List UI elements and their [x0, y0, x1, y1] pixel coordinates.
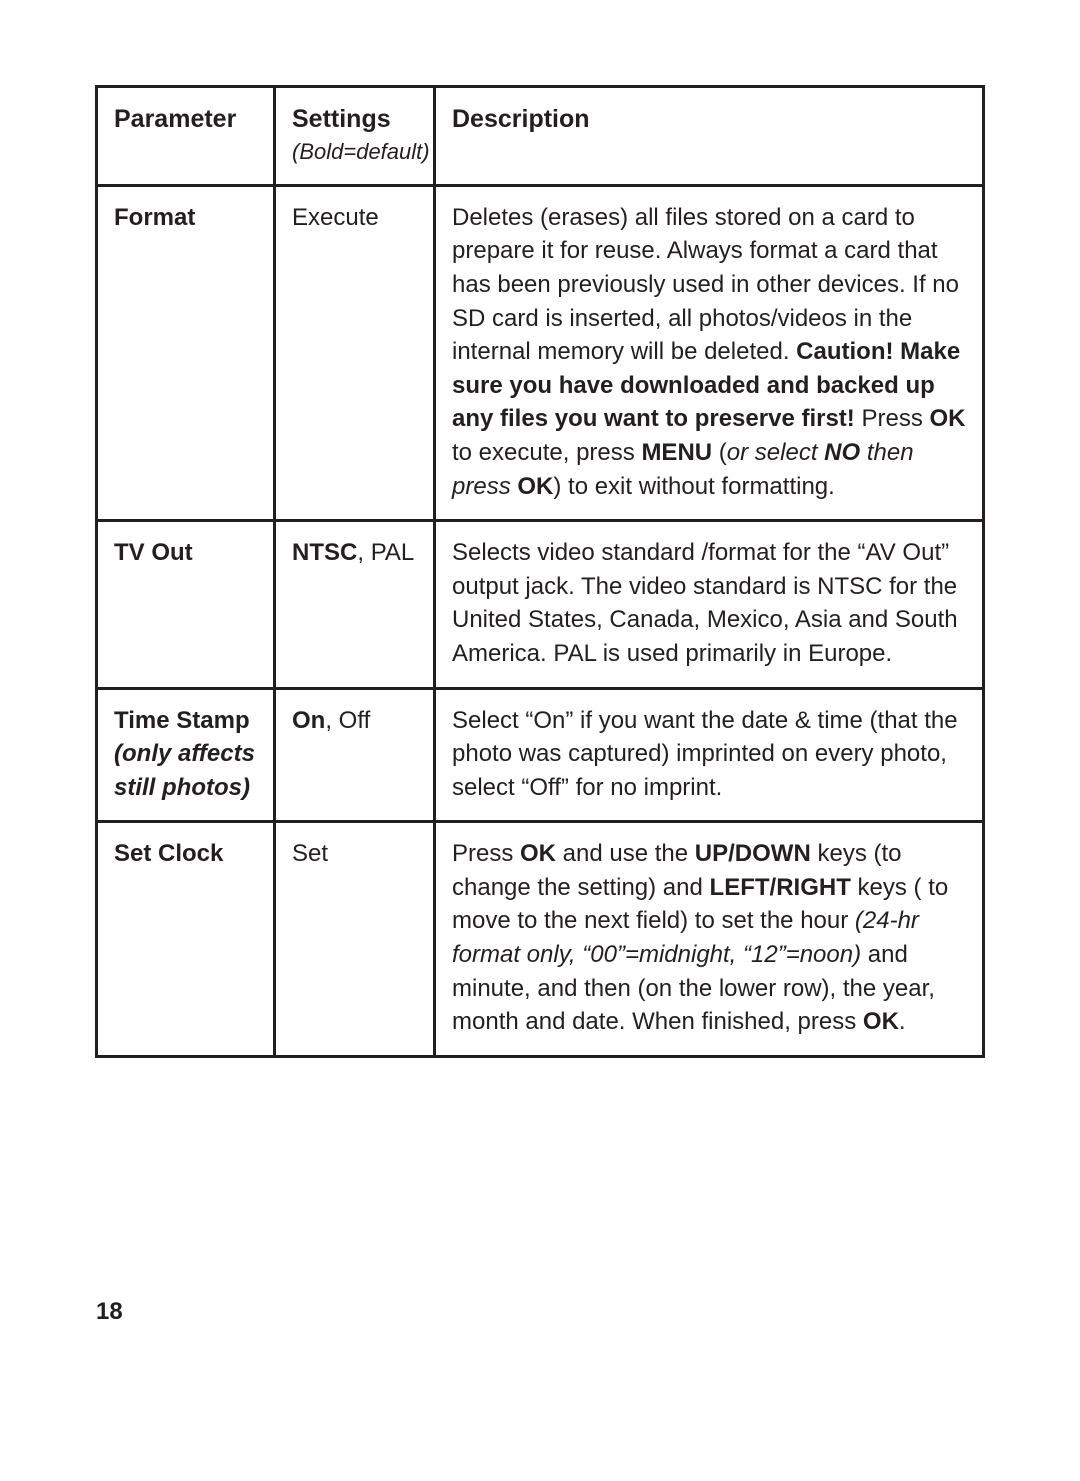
format-ok1: OK	[929, 405, 965, 432]
format-ok2: OK	[517, 473, 553, 500]
settings-setclock: Set	[292, 840, 328, 867]
cell-setclock-settings: Set	[275, 822, 435, 1057]
param-tvout: TV Out	[114, 539, 193, 566]
timestamp-desc: Select “On” if you want the date & time …	[452, 707, 958, 801]
header-settings-note: (Bold=default)	[292, 137, 417, 168]
setclock-d2: and use the	[556, 840, 695, 867]
param-format: Format	[114, 204, 195, 231]
cell-timestamp-param: Time Stamp (only affects still photos)	[97, 688, 275, 822]
settings-tvout-default: NTSC	[292, 539, 357, 566]
cell-format-settings: Execute	[275, 185, 435, 520]
table-header-row: Parameter Settings (Bold=default) Descri…	[97, 87, 984, 186]
param-timestamp-note: (only affects still photos)	[114, 740, 255, 801]
page: Parameter Settings (Bold=default) Descri…	[0, 0, 1080, 1481]
cell-tvout-param: TV Out	[97, 521, 275, 688]
settings-timestamp-default: On	[292, 707, 325, 734]
header-description-text: Description	[452, 105, 590, 133]
tvout-desc: Selects video standard /format for the “…	[452, 539, 958, 667]
cell-setclock-desc: Press OK and use the UP/DOWN keys (to ch…	[435, 822, 984, 1057]
settings-format: Execute	[292, 204, 379, 231]
format-no: NO	[824, 439, 860, 466]
table-row: Time Stamp (only affects still photos) O…	[97, 688, 984, 822]
header-description: Description	[435, 87, 984, 186]
format-d3b: ) to exit without formatting.	[553, 473, 834, 500]
settings-tvout-sep: ,	[357, 539, 370, 566]
cell-timestamp-settings: On, Off	[275, 688, 435, 822]
setclock-updown: UP/DOWN	[695, 840, 811, 867]
setclock-ok2: OK	[863, 1008, 899, 1035]
settings-timestamp-sep: ,	[325, 707, 338, 734]
parameters-table: Parameter Settings (Bold=default) Descri…	[95, 85, 985, 1058]
table-row: TV Out NTSC, PAL Selects video standard …	[97, 521, 984, 688]
format-menu: MENU	[641, 439, 712, 466]
table-row: Set Clock Set Press OK and use the UP/DO…	[97, 822, 984, 1057]
header-parameter: Parameter	[97, 87, 275, 186]
header-settings: Settings (Bold=default)	[275, 87, 435, 186]
format-d3a: (	[712, 439, 727, 466]
settings-timestamp-other: Off	[339, 707, 371, 734]
header-parameter-text: Parameter	[114, 105, 236, 133]
header-settings-text: Settings	[292, 105, 391, 133]
param-timestamp: Time Stamp	[114, 707, 250, 734]
cell-timestamp-desc: Select “On” if you want the date & time …	[435, 688, 984, 822]
cell-tvout-desc: Selects video standard /format for the “…	[435, 521, 984, 688]
setclock-leftright: LEFT/RIGHT	[710, 874, 851, 901]
cell-setclock-param: Set Clock	[97, 822, 275, 1057]
setclock-d1: Press	[452, 840, 520, 867]
cell-tvout-settings: NTSC, PAL	[275, 521, 435, 688]
table-row: Format Execute Deletes (erases) all file…	[97, 185, 984, 520]
format-d2a: Press	[855, 405, 930, 432]
settings-tvout-other: PAL	[371, 539, 415, 566]
setclock-d6: .	[899, 1008, 906, 1035]
cell-format-desc: Deletes (erases) all files stored on a c…	[435, 185, 984, 520]
cell-format-param: Format	[97, 185, 275, 520]
format-orsel: or select	[727, 439, 824, 466]
setclock-ok: OK	[520, 840, 556, 867]
page-number: 18	[96, 1298, 123, 1326]
param-setclock: Set Clock	[114, 840, 223, 867]
format-d2b: to execute, press	[452, 439, 641, 466]
